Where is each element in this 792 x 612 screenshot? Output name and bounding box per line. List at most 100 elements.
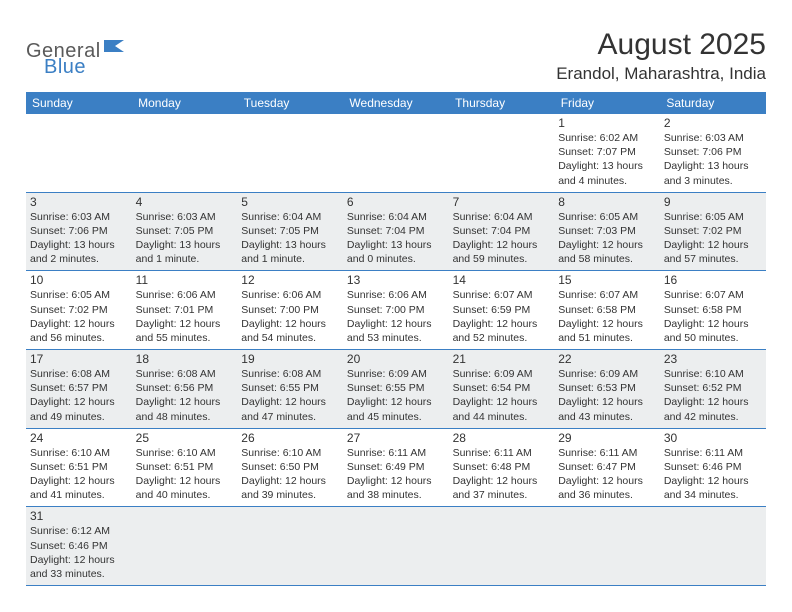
sunset-line: Sunset: 6:51 PM	[30, 460, 128, 474]
calendar-empty-cell	[132, 507, 238, 586]
day-number: 23	[664, 352, 762, 366]
calendar-week-row: 24Sunrise: 6:10 AMSunset: 6:51 PMDayligh…	[26, 428, 766, 507]
day-number: 21	[453, 352, 551, 366]
daylight-line: Daylight: 12 hours and 44 minutes.	[453, 395, 551, 423]
logo-text-blue-wrap: Blue	[44, 56, 86, 79]
daylight-line: Daylight: 12 hours and 43 minutes.	[558, 395, 656, 423]
day-number: 29	[558, 431, 656, 445]
calendar-day-cell: 23Sunrise: 6:10 AMSunset: 6:52 PMDayligh…	[660, 350, 766, 429]
weekday-header: Thursday	[449, 92, 555, 114]
sunrise-line: Sunrise: 6:10 AM	[30, 446, 128, 460]
sunrise-line: Sunrise: 6:03 AM	[664, 131, 762, 145]
sunrise-line: Sunrise: 6:11 AM	[453, 446, 551, 460]
sunrise-line: Sunrise: 6:06 AM	[347, 288, 445, 302]
day-number: 10	[30, 273, 128, 287]
day-number: 12	[241, 273, 339, 287]
daylight-line: Daylight: 13 hours and 3 minutes.	[664, 159, 762, 187]
sunrise-line: Sunrise: 6:10 AM	[241, 446, 339, 460]
daylight-line: Daylight: 12 hours and 48 minutes.	[136, 395, 234, 423]
calendar-empty-cell	[554, 507, 660, 586]
sunrise-line: Sunrise: 6:11 AM	[558, 446, 656, 460]
daylight-line: Daylight: 12 hours and 50 minutes.	[664, 317, 762, 345]
weekday-header: Friday	[554, 92, 660, 114]
sunset-line: Sunset: 6:52 PM	[664, 381, 762, 395]
sunrise-line: Sunrise: 6:04 AM	[241, 210, 339, 224]
sunset-line: Sunset: 7:02 PM	[664, 224, 762, 238]
day-number: 28	[453, 431, 551, 445]
sunrise-line: Sunrise: 6:02 AM	[558, 131, 656, 145]
calendar-week-row: 3Sunrise: 6:03 AMSunset: 7:06 PMDaylight…	[26, 192, 766, 271]
daylight-line: Daylight: 12 hours and 33 minutes.	[30, 553, 128, 581]
calendar-day-cell: 3Sunrise: 6:03 AMSunset: 7:06 PMDaylight…	[26, 192, 132, 271]
daylight-line: Daylight: 12 hours and 53 minutes.	[347, 317, 445, 345]
calendar-week-row: 10Sunrise: 6:05 AMSunset: 7:02 PMDayligh…	[26, 271, 766, 350]
day-number: 18	[136, 352, 234, 366]
sunrise-line: Sunrise: 6:12 AM	[30, 524, 128, 538]
sunrise-line: Sunrise: 6:06 AM	[241, 288, 339, 302]
calendar-day-cell: 10Sunrise: 6:05 AMSunset: 7:02 PMDayligh…	[26, 271, 132, 350]
daylight-line: Daylight: 12 hours and 49 minutes.	[30, 395, 128, 423]
logo-text-blue: Blue	[44, 56, 86, 78]
day-number: 27	[347, 431, 445, 445]
daylight-line: Daylight: 12 hours and 42 minutes.	[664, 395, 762, 423]
daylight-line: Daylight: 12 hours and 51 minutes.	[558, 317, 656, 345]
sunset-line: Sunset: 7:05 PM	[136, 224, 234, 238]
calendar-day-cell: 13Sunrise: 6:06 AMSunset: 7:00 PMDayligh…	[343, 271, 449, 350]
sunrise-line: Sunrise: 6:09 AM	[453, 367, 551, 381]
daylight-line: Daylight: 12 hours and 59 minutes.	[453, 238, 551, 266]
calendar-day-cell: 16Sunrise: 6:07 AMSunset: 6:58 PMDayligh…	[660, 271, 766, 350]
sunset-line: Sunset: 6:53 PM	[558, 381, 656, 395]
day-number: 4	[136, 195, 234, 209]
daylight-line: Daylight: 12 hours and 39 minutes.	[241, 474, 339, 502]
sunset-line: Sunset: 6:48 PM	[453, 460, 551, 474]
sunset-line: Sunset: 6:55 PM	[347, 381, 445, 395]
calendar-empty-cell	[660, 507, 766, 586]
daylight-line: Daylight: 13 hours and 2 minutes.	[30, 238, 128, 266]
day-number: 17	[30, 352, 128, 366]
daylight-line: Daylight: 12 hours and 36 minutes.	[558, 474, 656, 502]
calendar-day-cell: 20Sunrise: 6:09 AMSunset: 6:55 PMDayligh…	[343, 350, 449, 429]
calendar-day-cell: 4Sunrise: 6:03 AMSunset: 7:05 PMDaylight…	[132, 192, 238, 271]
sunset-line: Sunset: 7:00 PM	[241, 303, 339, 317]
sunrise-line: Sunrise: 6:09 AM	[558, 367, 656, 381]
sunset-line: Sunset: 6:57 PM	[30, 381, 128, 395]
sunset-line: Sunset: 6:58 PM	[664, 303, 762, 317]
sunset-line: Sunset: 6:46 PM	[30, 539, 128, 553]
sunset-line: Sunset: 7:01 PM	[136, 303, 234, 317]
daylight-line: Daylight: 13 hours and 1 minute.	[136, 238, 234, 266]
day-number: 3	[30, 195, 128, 209]
daylight-line: Daylight: 12 hours and 56 minutes.	[30, 317, 128, 345]
month-title: August 2025	[556, 28, 766, 62]
daylight-line: Daylight: 12 hours and 37 minutes.	[453, 474, 551, 502]
calendar-header-row: SundayMondayTuesdayWednesdayThursdayFrid…	[26, 92, 766, 114]
weekday-header: Monday	[132, 92, 238, 114]
sunrise-line: Sunrise: 6:07 AM	[558, 288, 656, 302]
day-number: 8	[558, 195, 656, 209]
day-number: 2	[664, 116, 762, 130]
sunrise-line: Sunrise: 6:06 AM	[136, 288, 234, 302]
header: General August 2025 Erandol, Maharashtra…	[26, 28, 766, 84]
daylight-line: Daylight: 13 hours and 4 minutes.	[558, 159, 656, 187]
day-number: 9	[664, 195, 762, 209]
sunrise-line: Sunrise: 6:11 AM	[664, 446, 762, 460]
calendar-day-cell: 12Sunrise: 6:06 AMSunset: 7:00 PMDayligh…	[237, 271, 343, 350]
daylight-line: Daylight: 12 hours and 54 minutes.	[241, 317, 339, 345]
calendar-day-cell: 2Sunrise: 6:03 AMSunset: 7:06 PMDaylight…	[660, 114, 766, 192]
daylight-line: Daylight: 13 hours and 0 minutes.	[347, 238, 445, 266]
day-number: 30	[664, 431, 762, 445]
sunset-line: Sunset: 6:51 PM	[136, 460, 234, 474]
calendar-day-cell: 27Sunrise: 6:11 AMSunset: 6:49 PMDayligh…	[343, 428, 449, 507]
weekday-header: Sunday	[26, 92, 132, 114]
calendar-week-row: 17Sunrise: 6:08 AMSunset: 6:57 PMDayligh…	[26, 350, 766, 429]
sunrise-line: Sunrise: 6:04 AM	[453, 210, 551, 224]
daylight-line: Daylight: 12 hours and 38 minutes.	[347, 474, 445, 502]
calendar-body: 1Sunrise: 6:02 AMSunset: 7:07 PMDaylight…	[26, 114, 766, 586]
sunset-line: Sunset: 7:05 PM	[241, 224, 339, 238]
daylight-line: Daylight: 13 hours and 1 minute.	[241, 238, 339, 266]
calendar-day-cell: 28Sunrise: 6:11 AMSunset: 6:48 PMDayligh…	[449, 428, 555, 507]
day-number: 16	[664, 273, 762, 287]
day-number: 14	[453, 273, 551, 287]
day-number: 6	[347, 195, 445, 209]
day-number: 24	[30, 431, 128, 445]
calendar-empty-cell	[237, 114, 343, 192]
